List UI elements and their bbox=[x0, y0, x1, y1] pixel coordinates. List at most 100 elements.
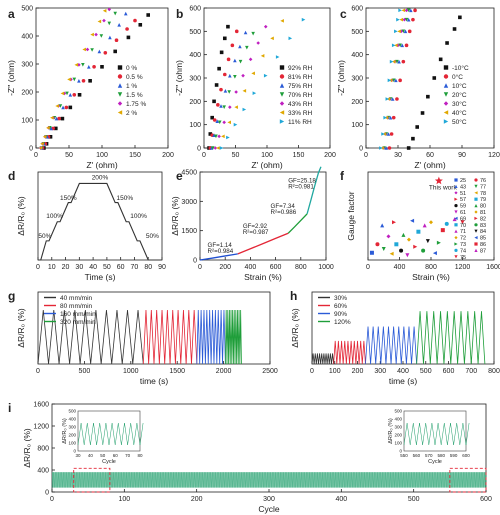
inset-y-tick: 0 bbox=[73, 449, 76, 454]
inset-x-tick: 60 bbox=[113, 453, 119, 458]
data-point bbox=[400, 43, 405, 48]
data-point bbox=[395, 59, 399, 64]
y-axis-label: ΔR/R₀ (%) bbox=[16, 196, 26, 236]
data-point bbox=[214, 83, 219, 87]
data-point bbox=[399, 29, 403, 34]
x-tick-label: 500 bbox=[79, 368, 91, 375]
data-point bbox=[395, 97, 399, 101]
data-point bbox=[85, 47, 90, 52]
x-axis-label: Z' (ohm) bbox=[251, 160, 283, 170]
x-tick-label: 800 bbox=[425, 264, 437, 271]
data-point bbox=[252, 91, 257, 95]
y-tick-label: 200 bbox=[351, 99, 363, 106]
legend-label: 90% bbox=[334, 311, 347, 318]
y-tick-label: 300 bbox=[21, 62, 33, 69]
legend-label: 320 mm/min bbox=[60, 319, 96, 326]
inset-y-tick: 400 bbox=[394, 417, 402, 422]
x-tick-label: 50 bbox=[232, 152, 240, 159]
y-tick-label: 1500 bbox=[181, 228, 197, 235]
y-tick-label: 0 bbox=[193, 258, 197, 265]
data-point bbox=[219, 104, 223, 108]
literature-point bbox=[413, 244, 418, 249]
legend-label: 82 bbox=[480, 216, 486, 222]
data-point bbox=[301, 17, 306, 22]
y-tick-label: 4500 bbox=[181, 170, 197, 177]
literature-point bbox=[429, 220, 433, 225]
data-point bbox=[126, 35, 131, 40]
data-point bbox=[432, 76, 437, 80]
legend-marker bbox=[474, 184, 478, 188]
legend-label: 40°C bbox=[452, 109, 467, 117]
fit-segment bbox=[237, 232, 289, 255]
data-point bbox=[81, 79, 86, 83]
legend-marker bbox=[474, 223, 478, 227]
gf-annotation: GF=2.92 bbox=[243, 223, 268, 230]
data-point bbox=[212, 118, 217, 122]
literature-point bbox=[421, 248, 426, 253]
data-point bbox=[87, 65, 91, 69]
fit-segment bbox=[306, 166, 322, 215]
legend-label: 84 bbox=[480, 229, 486, 235]
x-tick-label: 500 bbox=[420, 368, 432, 375]
legend-label: 77 bbox=[480, 184, 486, 190]
legend-label: 1 % bbox=[126, 83, 137, 90]
legend-marker bbox=[474, 210, 478, 214]
data-point bbox=[401, 29, 406, 34]
y-tick-label: 200 bbox=[21, 90, 33, 97]
panel-b: b 0 50 100 150 200 0 100 200 300 400 500 600 Z' (ohm)… bbox=[174, 6, 336, 171]
panel-letter: i bbox=[8, 401, 11, 415]
legend-label: 79 bbox=[480, 197, 486, 203]
y-tick-label: 600 bbox=[189, 6, 201, 13]
legend-marker bbox=[279, 65, 285, 70]
data-point bbox=[398, 78, 402, 83]
panel-letter: c bbox=[340, 7, 347, 21]
data-point bbox=[386, 132, 391, 136]
data-point bbox=[227, 120, 231, 125]
data-point bbox=[50, 115, 54, 120]
y-tick-label: 100 bbox=[21, 118, 33, 125]
x-tick-label: 0 bbox=[310, 368, 314, 375]
legend-label: 80 mm/min bbox=[60, 303, 93, 310]
cycle-series bbox=[142, 309, 198, 365]
data-point bbox=[452, 27, 457, 31]
data-point bbox=[54, 116, 59, 121]
legend-label: 80 bbox=[480, 204, 486, 210]
data-point bbox=[117, 23, 121, 27]
panel-letter: f bbox=[340, 169, 345, 183]
data-point bbox=[74, 63, 79, 67]
data-point bbox=[288, 36, 293, 41]
legend-label: 87 bbox=[480, 248, 486, 254]
gf-annotation: R²=0.987 bbox=[243, 229, 269, 236]
legend-marker bbox=[454, 248, 458, 252]
data-point bbox=[77, 93, 82, 97]
legend-label: 83 bbox=[480, 223, 486, 229]
y-tick-label: 100 bbox=[351, 122, 363, 129]
data-point bbox=[407, 29, 412, 34]
this-work-label: This work bbox=[429, 184, 458, 191]
data-point bbox=[391, 78, 396, 83]
y-axis-label: ΔR/R₀ (%) bbox=[170, 196, 180, 236]
inset-x-label: Cycle bbox=[428, 459, 442, 465]
data-point bbox=[226, 135, 230, 140]
gf-annotation: GF=1.14 bbox=[208, 242, 233, 249]
y-tick-label: 400 bbox=[189, 52, 201, 59]
data-point bbox=[233, 122, 238, 127]
legend-marker bbox=[474, 216, 478, 220]
panel-g: g 0 500 1000 1500 2000 2500 time (s) ΔR/R₀ (%) 40… bbox=[8, 289, 278, 386]
legend-marker bbox=[454, 204, 458, 208]
x-tick-label: 20 bbox=[62, 264, 70, 271]
cycle-series bbox=[196, 309, 226, 365]
y-tick-label: 500 bbox=[21, 6, 33, 13]
data-point bbox=[67, 77, 71, 82]
data-point bbox=[92, 65, 96, 69]
data-point bbox=[381, 132, 385, 136]
data-point bbox=[409, 8, 413, 13]
data-point bbox=[242, 89, 247, 93]
legend-label: 78 bbox=[480, 191, 486, 197]
data-point bbox=[394, 43, 398, 48]
legend-label: 74 bbox=[460, 248, 466, 254]
y-tick-label: 800 bbox=[37, 446, 49, 453]
x-tick-label: 1200 bbox=[455, 264, 471, 271]
x-tick-label: 500 bbox=[408, 496, 420, 503]
panel-a: a 0 50 100 150 200 0 100 200 300 400 500 Z' (ohm) -Z'… bbox=[6, 6, 174, 171]
